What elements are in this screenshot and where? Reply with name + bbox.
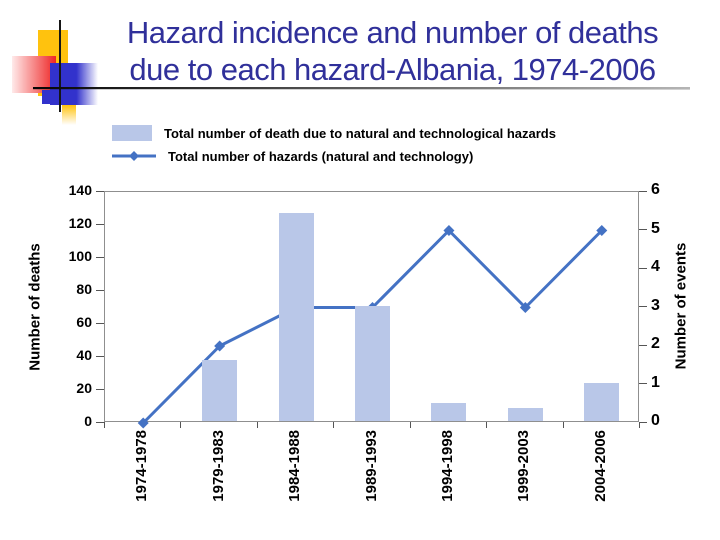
left-axis-tick (96, 190, 104, 192)
right-axis-title: Number of events (672, 242, 690, 370)
x-axis-label-1984-1988: 1984-1988 (286, 430, 304, 502)
line-marker-diamond (443, 225, 455, 236)
x-axis-label-1974-1978: 1974-1978 (133, 430, 151, 502)
chart-legend: Total number of death due to natural and… (112, 123, 556, 169)
right-axis-tick-label: 3 (651, 296, 660, 314)
logo-yellow-tail (62, 105, 76, 125)
left-axis-tick (96, 256, 104, 258)
left-axis-title: Number of deaths (26, 243, 44, 371)
title-underline (33, 87, 690, 89)
bar-2004-2006 (584, 383, 620, 421)
right-axis-tick-label: 6 (651, 181, 660, 198)
logo-red-rect (12, 56, 56, 93)
left-axis-tick-label: 80 (76, 281, 92, 297)
x-axis-tick (562, 422, 564, 428)
bar-1994-1998 (431, 402, 467, 421)
right-axis-tick-label: 1 (651, 373, 660, 391)
logo-blue-square (42, 90, 55, 104)
right-axis-tick (639, 229, 647, 230)
bar-1984-1988 (278, 213, 314, 421)
bar-1989-1993 (355, 305, 390, 421)
x-axis-tick (639, 422, 640, 428)
left-axis-tick (96, 388, 104, 390)
right-axis-tick-label: 5 (651, 219, 660, 237)
x-axis-tick (409, 422, 411, 428)
x-axis-tick (104, 422, 105, 428)
legend-label-hazards: Total number of hazards (natural and tec… (168, 148, 474, 164)
legend-item-hazards: Total number of hazards (natural and tec… (112, 146, 556, 166)
line-marker-diamond (214, 340, 226, 352)
right-axis-tick (639, 383, 647, 384)
bar-series-swatch (112, 125, 152, 141)
x-axis-label-1994-1998: 1994-1998 (438, 430, 456, 502)
line-marker-diamond (596, 225, 608, 236)
x-axis-label-1999-2003: 1999-2003 (515, 430, 533, 502)
x-axis-tick (180, 422, 182, 428)
bar-1979-1983 (202, 359, 238, 421)
x-axis-tick (333, 422, 335, 428)
right-axis-tick (639, 267, 647, 269)
slide-title: Hazard incidence and number of deaths du… (80, 14, 705, 88)
slide-title-line1: Hazard incidence and number of deaths (126, 15, 659, 50)
line-series-swatch (112, 149, 156, 163)
right-axis-tick-label: 4 (651, 258, 660, 275)
left-axis-tick (96, 289, 104, 291)
bar-1999-2003 (507, 407, 543, 421)
left-axis-tick-label: 40 (76, 347, 92, 363)
left-axis-tick-label: 120 (68, 215, 92, 231)
line-swatch-icon (112, 151, 156, 161)
left-axis-tick (96, 355, 104, 357)
x-axis-label-1989-1993: 1989-1993 (362, 430, 380, 502)
legend-label-deaths: Total number of death due to natural and… (164, 125, 556, 141)
right-axis-tick (639, 306, 647, 307)
x-axis-label-2004-2006: 2004-2006 (591, 430, 609, 502)
left-axis-tick-label: 20 (76, 380, 92, 396)
left-axis-tick (96, 322, 104, 324)
line-marker-diamond (137, 417, 149, 429)
x-axis-label-1979-1983: 1979-1983 (209, 430, 227, 502)
logo-blue-rect (50, 63, 98, 105)
right-axis-tick-label: 2 (651, 335, 660, 352)
logo-vertical-line (59, 20, 61, 112)
left-axis-tick (96, 421, 104, 423)
left-axis-tick-label: 140 (68, 182, 92, 198)
right-axis-tick (639, 190, 647, 192)
legend-item-deaths: Total number of death due to natural and… (112, 123, 556, 143)
right-axis-tick-label: 0 (651, 412, 660, 429)
right-axis-tick (639, 421, 647, 423)
left-axis-tick (96, 223, 104, 225)
slide-title-line2: due to each hazard-Albania, 1974-2006 (129, 52, 656, 87)
line-marker-diamond (519, 302, 531, 313)
left-axis-tick-label: 0 (84, 413, 92, 429)
x-axis-tick (256, 422, 258, 428)
left-axis-tick-label: 100 (68, 248, 92, 264)
x-axis-tick (486, 422, 488, 428)
right-axis-tick (639, 344, 647, 346)
left-axis-tick-label: 60 (76, 314, 92, 330)
plot-area (104, 191, 639, 429)
